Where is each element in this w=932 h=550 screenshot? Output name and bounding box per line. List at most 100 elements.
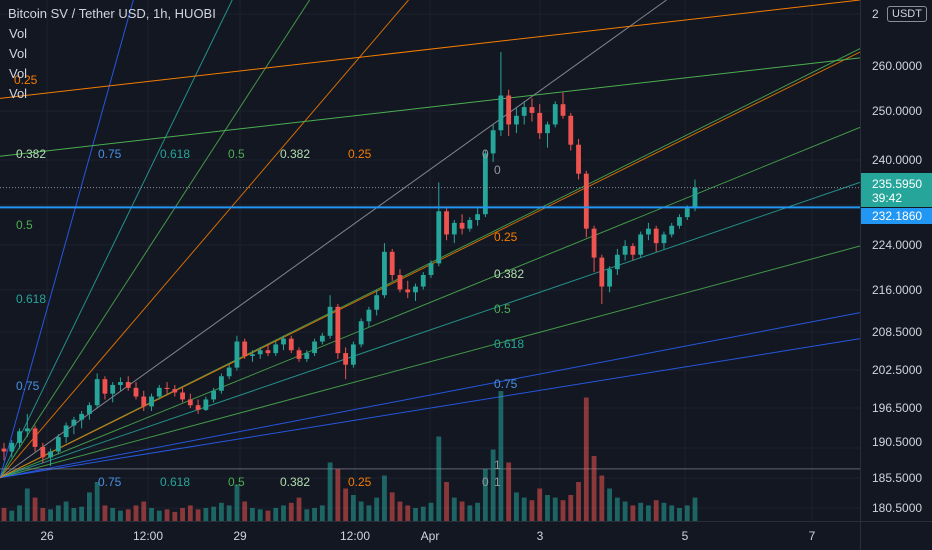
volume-bar (389, 492, 395, 521)
fan-level-label: 0.382 (494, 267, 524, 281)
fan-line (0, 181, 861, 479)
last-price-value: 235.5950 (872, 177, 922, 191)
candle-body (545, 124, 550, 134)
volume-bar (265, 510, 271, 521)
fan-line (0, 245, 861, 479)
time-tick-label: 5 (682, 529, 689, 543)
volume-bar (211, 506, 217, 521)
candle-body (358, 321, 364, 345)
candle-body (234, 341, 240, 368)
fan-line (0, 126, 861, 479)
fan-level-label: 0.25 (14, 73, 38, 87)
volume-bar (451, 497, 457, 521)
currency-badge[interactable]: USDT (887, 6, 927, 22)
price-tick-label: 208.5000 (872, 325, 922, 339)
candle-body (327, 306, 333, 336)
candle-body (281, 338, 286, 345)
candle-body (79, 413, 85, 420)
candle-body (187, 399, 193, 406)
candle-body (382, 251, 387, 296)
volume-bar (521, 497, 527, 521)
candle-body (273, 344, 279, 354)
time-axis[interactable]: 26 12:00 29 12:00 Apr 3 5 7 (40, 529, 815, 543)
volume-bar (102, 505, 108, 521)
candle-body (475, 214, 481, 220)
fan-level-label: 0.5 (16, 218, 33, 232)
fan-level-label: 0.618 (494, 337, 524, 351)
volume-bar (24, 488, 30, 521)
volume-bar (149, 508, 154, 521)
fan-line (0, 0, 134, 478)
volume-bar (94, 482, 100, 521)
volume-bar (234, 484, 240, 521)
volume-bar (180, 508, 185, 521)
time-tick-label: Apr (421, 529, 440, 543)
fan-level-label: 0.5 (228, 147, 245, 161)
candle-body (17, 431, 22, 443)
volume-bar (366, 505, 372, 521)
candle-body (312, 341, 317, 354)
fan-line (0, 312, 861, 479)
volume-indicator-label[interactable]: Vol (9, 26, 28, 41)
candle-body (288, 338, 294, 351)
volume-bar (257, 509, 263, 521)
price-tick-label: 185.5000 (872, 471, 922, 485)
fan-level-label: 1 (494, 475, 501, 489)
volume-bar (482, 469, 488, 521)
candle-body (304, 353, 310, 359)
fan-level-label: 0.382 (16, 147, 46, 161)
candle-body (102, 379, 108, 394)
volume-indicator-label[interactable]: Vol (9, 46, 28, 61)
fan-level-labels: 0.382 0.75 0.618 0.5 0.382 0.25 0 0.75 0.618 0.5 0… (14, 73, 524, 489)
volume-bar (436, 436, 442, 521)
candle-body (420, 274, 426, 287)
symbol-title[interactable]: Bitcoin SV / Tether USD, 1h, HUOBI (8, 6, 216, 21)
fan-level-label: 1 (494, 458, 501, 472)
volume-bar (125, 509, 131, 521)
fan-level-label: 0.618 (16, 292, 46, 306)
volume-indicator-label[interactable]: Vol (9, 66, 28, 81)
volume-bar (32, 497, 38, 521)
volume-bar (17, 505, 22, 521)
volume-bar (444, 482, 449, 521)
candle-body (529, 107, 535, 113)
candle-body (118, 382, 123, 385)
candle-body (296, 350, 302, 359)
time-tick-label: 7 (809, 529, 816, 543)
price-axis[interactable]: 2 260.0000 250.0000 240.0000 224.0000 216.000… (872, 7, 922, 515)
fan-level-label: 0.618 (160, 475, 190, 489)
candle-body (591, 228, 597, 258)
fan-level-label: 0.75 (98, 475, 122, 489)
candle-body (661, 234, 667, 244)
candle-body (250, 354, 255, 357)
volume-bar (413, 508, 418, 521)
line-price-label: 232.1860 (861, 208, 932, 224)
volume-bar (141, 501, 147, 521)
candle-body (195, 405, 201, 410)
volume-bar (48, 509, 53, 521)
price-tick-label: 250.0000 (872, 104, 922, 118)
volume-bar (405, 505, 411, 521)
candle-body (24, 428, 30, 432)
volume-bar (312, 508, 317, 521)
fan-level-label: 0.5 (494, 302, 511, 316)
candle-body (211, 390, 217, 400)
candle-body (350, 344, 356, 365)
fan-level-label: 0.25 (348, 147, 372, 161)
fan-level-label: 0.75 (494, 377, 518, 391)
candle-body (335, 306, 341, 354)
candle-body (413, 286, 418, 293)
candle-body (560, 104, 566, 116)
candle-body (389, 251, 395, 275)
volume-bar (187, 505, 193, 521)
candle-body (451, 222, 457, 235)
volume-indicator-label[interactable]: Vol (9, 86, 28, 101)
candle-body (552, 104, 558, 125)
candle-body (218, 376, 224, 391)
fan-level-label: 0.25 (494, 230, 518, 244)
candle-body (180, 392, 185, 400)
candle-body (630, 246, 636, 255)
candle-body (9, 442, 15, 452)
candle-body (583, 173, 589, 229)
